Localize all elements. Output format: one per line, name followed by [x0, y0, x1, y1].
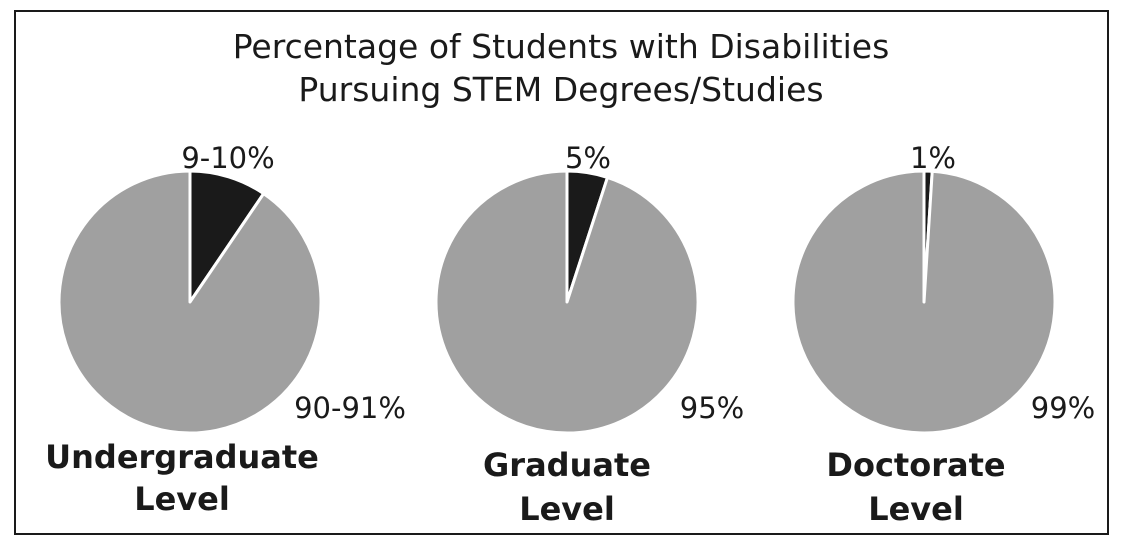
pie-slice-other	[434, 169, 700, 435]
pie-chart-name-line-1: Graduate	[483, 446, 651, 484]
pie-chart-name-line-2: Level	[134, 480, 230, 518]
pie-chart-2: 5% 95% Graduate Level	[434, 141, 744, 528]
pie-slice-other	[791, 169, 1057, 435]
pie-chart-3: 1% 99% Doctorate Level	[791, 141, 1095, 528]
slice-label-other: 95%	[680, 391, 744, 425]
pie-chart-name-line-1: Undergraduate	[45, 438, 319, 476]
pie-chart-name-line-2: Level	[868, 490, 964, 528]
chart-title-line-1: Percentage of Students with Disabilities	[232, 27, 890, 66]
slice-label-stem: 9-10%	[181, 141, 274, 175]
pie-slice-other	[57, 169, 323, 435]
slice-label-stem: 1%	[910, 141, 956, 175]
slice-label-other: 90-91%	[294, 391, 406, 425]
pie-chart-1: 9-10% 90-91% Undergraduate Level	[45, 141, 406, 518]
pie-slice-stem	[188, 169, 266, 304]
slice-label-stem: 5%	[565, 141, 611, 175]
pie-chart-name-line-2: Level	[519, 490, 615, 528]
chart-title-line-2: Pursuing STEM Degrees/Studies	[298, 70, 824, 109]
slice-label-other: 99%	[1031, 391, 1095, 425]
pie-chart-name-line-1: Doctorate	[826, 446, 1005, 484]
